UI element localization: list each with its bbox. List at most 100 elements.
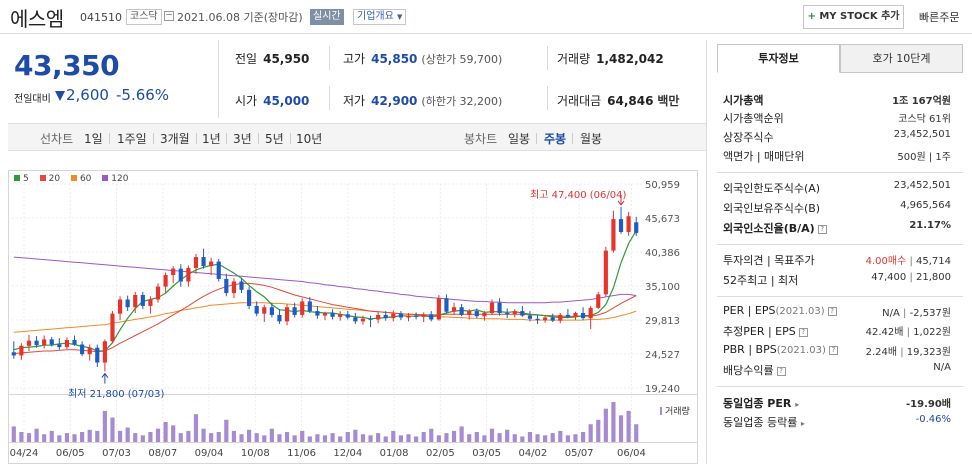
chart-period-bar: 선차트 1일 1주일 3개월 1년 3년 5년 10년 봉차트 일봉 주봉 월봉	[8, 123, 706, 151]
volume-bar	[558, 430, 563, 442]
help-icon[interactable]: ?	[817, 225, 827, 234]
candle-body	[163, 275, 168, 287]
tab-investment-info[interactable]: 투자정보	[717, 44, 840, 73]
candle-body	[140, 295, 145, 306]
volume-bar	[239, 434, 244, 442]
x-tick-label: 07/03	[102, 448, 131, 459]
volume-bar	[611, 402, 616, 442]
volume-bar	[596, 419, 601, 442]
low-annotation: 최저 21,800 (07/03)	[68, 389, 165, 400]
realtime-button[interactable]: 실시간	[310, 9, 344, 25]
volume-bar	[87, 429, 92, 442]
sector-per-row[interactable]: 동일업종 PER ▸ -19.90배	[723, 397, 951, 410]
candle-body	[550, 317, 555, 321]
current-price: 43,350	[14, 49, 120, 82]
x-tick-label: 08/07	[148, 448, 177, 459]
candle-body	[57, 344, 62, 348]
x-tick-label: 01/08	[380, 448, 409, 459]
candle-body	[262, 307, 267, 314]
sector-change-row[interactable]: 동일업종 등락률 ▸ -0.46%	[723, 414, 951, 429]
volume-bar	[95, 430, 100, 442]
candle-monthly[interactable]: 월봉	[580, 132, 603, 146]
company-overview-dropdown[interactable]: 기업개요 ▼	[353, 9, 407, 25]
change-percent: -5.66%	[116, 86, 170, 104]
x-tick-label: 02/05	[426, 448, 455, 459]
volume-bar	[474, 432, 479, 442]
change-amount: 2,600	[66, 86, 109, 104]
stat-volume: 거래량 1,482,042	[557, 52, 664, 66]
candle-body	[383, 314, 388, 319]
candle-body	[391, 313, 396, 319]
candle-body	[634, 222, 639, 233]
x-tick-label: 06/05	[56, 448, 85, 459]
candle-body	[611, 219, 616, 251]
candle-body	[588, 307, 593, 319]
stock-header: 에스엠 041510 코스닥 2021.06.08 기준(장마감) 실시간 기업…	[0, 0, 972, 34]
add-mystock-button[interactable]: + MY STOCK 추가	[803, 5, 904, 29]
add-mystock-label: MY STOCK 추가	[819, 11, 900, 22]
period-3m[interactable]: 3개월	[160, 132, 190, 146]
period-10y[interactable]: 10년	[296, 132, 323, 146]
x-tick-label: 04/24	[10, 448, 39, 459]
calendar-icon	[164, 11, 174, 21]
market-cap-rank-row: 시가총액순위 코스닥 61위	[723, 112, 951, 125]
period-5y[interactable]: 5년	[265, 132, 284, 146]
volume-bar	[110, 417, 115, 442]
market-cap-row: 시가총액 1조 167억원	[723, 94, 951, 107]
candle-body	[376, 314, 381, 320]
candle-body	[580, 313, 586, 319]
x-tick-label: 06/04	[617, 448, 646, 459]
volume-bar	[603, 408, 608, 442]
help-icon[interactable]: ?	[828, 346, 838, 355]
candle-weekly[interactable]: 주봉	[544, 132, 567, 146]
candle-body	[429, 314, 434, 320]
tab-order-book[interactable]: 호가 10단계	[840, 44, 963, 73]
candle-body	[171, 268, 176, 276]
candle-body	[193, 257, 199, 268]
volume-bar	[231, 430, 237, 442]
period-3y[interactable]: 3년	[233, 132, 252, 146]
volume-bar	[429, 428, 434, 442]
company-overview-label: 기업개요	[357, 11, 394, 22]
volume-bar	[535, 434, 540, 442]
candle-body	[436, 298, 441, 320]
candle-body	[421, 314, 426, 317]
candle-body	[224, 278, 229, 294]
candle-body	[186, 267, 191, 282]
help-icon[interactable]: ?	[827, 307, 837, 316]
candle-body	[398, 313, 403, 318]
foreign-limit-row: 외국인한도주식수(A) 23,452,501	[723, 180, 951, 195]
volume-bar	[216, 432, 221, 442]
volume-bar	[451, 430, 457, 442]
candle-daily[interactable]: 일봉	[508, 132, 531, 146]
52week-row: 52주최고 | 최저 47,400 | 21,800	[723, 272, 951, 287]
volume-bar	[19, 432, 24, 442]
x-tick-label: 04/02	[518, 448, 547, 459]
volume-bar	[125, 427, 130, 442]
volume-bar	[133, 433, 138, 442]
volume-bar	[618, 415, 624, 442]
help-icon[interactable]: ?	[776, 367, 786, 376]
quick-order-link[interactable]: 빠른주문	[919, 11, 960, 24]
volume-bar	[322, 435, 328, 442]
candle-body	[451, 307, 457, 312]
candle-body	[26, 340, 32, 346]
volume-bar	[277, 434, 282, 442]
volume-bar	[315, 434, 320, 442]
period-1w[interactable]: 1주일	[117, 132, 147, 146]
help-icon[interactable]: ?	[798, 328, 808, 337]
volume-bar	[11, 426, 16, 442]
candle-body	[505, 313, 510, 315]
volume-bar	[444, 433, 449, 442]
period-1y[interactable]: 1년	[202, 132, 221, 146]
volume-bar	[550, 433, 555, 442]
volume-bar	[254, 433, 259, 442]
volume-bar	[292, 435, 297, 442]
volume-bar	[406, 434, 411, 442]
change-label: 전일대비	[14, 94, 51, 105]
volume-bar	[186, 430, 191, 442]
x-tick-label: 03/05	[472, 448, 501, 459]
period-1d[interactable]: 1일	[84, 132, 103, 146]
volume-legend: 거래량	[660, 404, 690, 417]
dividend-yield-row: 배당수익률? N/A	[723, 362, 951, 377]
